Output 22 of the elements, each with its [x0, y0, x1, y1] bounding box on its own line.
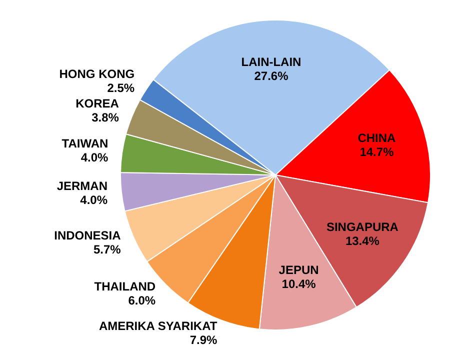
slice-label: KOREA [76, 96, 120, 111]
slice-label: THAILAND [94, 279, 156, 294]
slice-label: AMERIKA SYARIKAT [98, 318, 218, 333]
data-label: 14.7% [360, 144, 394, 159]
data-label: 4.0% [80, 150, 109, 164]
slice-label: LAIN-LAIN [241, 55, 302, 69]
slice-label: HONG KONG [59, 67, 135, 82]
data-label: 13.4% [345, 234, 380, 248]
slice-label: JERMAN [56, 178, 108, 193]
data-label: 2.5% [107, 81, 135, 96]
data-label: 6.0% [128, 293, 156, 308]
slice-label: SINGAPURA [326, 220, 399, 234]
data-label: 3.8% [92, 110, 120, 125]
slice-label: JEPUN [278, 263, 319, 278]
data-label: 5.7% [93, 242, 122, 256]
data-label: 7.9% [190, 332, 218, 347]
data-label: 4.0% [80, 192, 108, 207]
slice-label: TAIWAN [62, 136, 108, 150]
data-label: 10.4% [282, 277, 316, 292]
data-label: 27.6% [254, 69, 289, 83]
slice-label: INDONESIA [54, 228, 122, 242]
slice-label: CHINA [358, 130, 396, 145]
